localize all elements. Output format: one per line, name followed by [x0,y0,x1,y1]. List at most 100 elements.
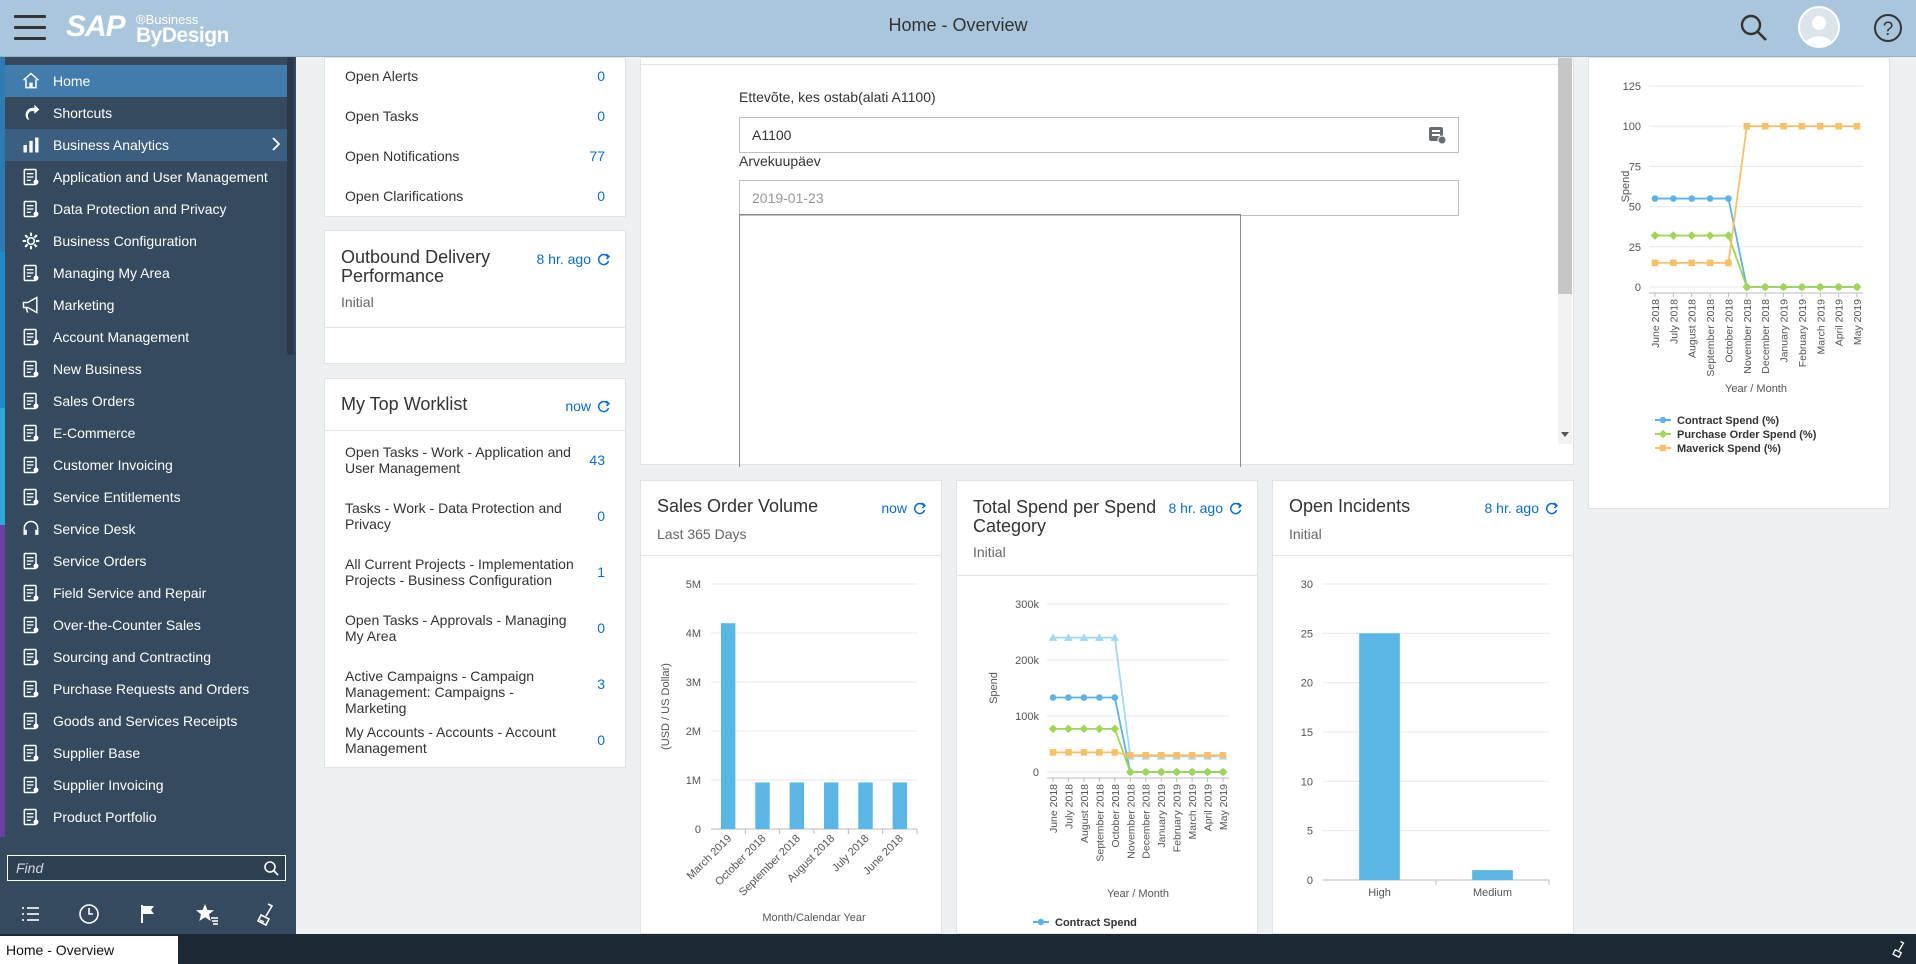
sidebar-item-customer-invoicing[interactable]: Customer Invoicing [5,449,287,481]
shell-header: SAP ®Business ByDesign Home - Overview ? [0,0,1916,57]
invoice-date-input[interactable] [739,180,1459,216]
card-timestamp[interactable]: 8 hr. ago [537,251,612,267]
legend-label: Maverick Spend (%) [1677,443,1781,455]
sidebar-item-service-orders[interactable]: Service Orders [5,545,287,577]
clock-icon[interactable] [59,893,118,934]
row-value[interactable]: 0 [597,108,605,124]
sidebar-item-shortcuts[interactable]: Shortcuts [5,97,287,129]
sidebar-item-managing-my-area[interactable]: Managing My Area [5,257,287,289]
sidebar-item-supplier-invoicing[interactable]: Supplier Invoicing [5,769,287,801]
x-tick-label: September 2018 [1094,784,1106,862]
data-point [1725,195,1732,202]
value-help-icon[interactable] [1427,125,1447,145]
x-axis-label: Month/Calendar Year [762,912,866,924]
series-line [1655,125,1857,264]
worklist-row[interactable]: Open Tasks - Work - Application and User… [345,444,605,476]
sidebar-item-application-and-user-management[interactable]: Application and User Management [5,161,287,193]
menu-icon[interactable] [14,15,46,41]
favorites-icon[interactable] [178,893,237,934]
sidebar-item-sourcing-and-contracting[interactable]: Sourcing and Contracting [5,641,287,673]
row-value[interactable]: 0 [597,68,605,84]
chevron-right-icon[interactable] [271,136,281,155]
refresh-icon[interactable] [1229,501,1243,515]
data-point [1187,767,1197,777]
scrollbar-thumb[interactable] [1558,58,1572,294]
row-value[interactable]: 0 [597,508,605,524]
scroll-down-icon[interactable] [1560,431,1570,439]
sidebar-item-label: Service Entitlements [53,489,181,505]
row-value[interactable]: 0 [597,188,605,204]
sidebar-item-data-protection-and-privacy[interactable]: Data Protection and Privacy [5,193,287,225]
card-title: Open Incidents [1289,496,1411,516]
sidebar-item-new-business[interactable]: New Business [5,353,287,385]
data-point [1173,751,1180,759]
sidebar-scrollbar[interactable] [287,57,294,355]
cleanup-icon[interactable] [237,893,296,934]
sidebar-item-purchase-requests-and-orders[interactable]: Purchase Requests and Orders [5,673,287,705]
sidebar-item-service-entitlements[interactable]: Service Entitlements [5,481,287,513]
sidebar-item-business-configuration[interactable]: Business Configuration [5,225,287,257]
worklist-row[interactable]: My Accounts - Accounts - Account Managem… [345,724,605,756]
card-timestamp[interactable]: now [565,398,611,414]
x-tick-label: August 2018 [1079,784,1091,843]
sidebar-item-supplier-base[interactable]: Supplier Base [5,737,287,769]
worklist-row[interactable]: Tasks - Work - Data Protection and Priva… [345,500,605,532]
sales-order-volume-card[interactable]: Sales Order Volume now Last 365 Days 5M 4… [640,480,942,934]
search-icon[interactable] [1736,10,1772,46]
sidebar-item-account-management[interactable]: Account Management [5,321,287,353]
open-notifications-row[interactable]: Open Notifications 77 [345,148,605,168]
refresh-icon[interactable] [597,399,611,413]
vertical-scrollbar[interactable] [1558,58,1572,444]
window-tab[interactable]: Home - Overview [0,936,178,964]
sidebar-item-over-the-counter-sales[interactable]: Over-the-Counter Sales [5,609,287,641]
sidebar-item-sales-orders[interactable]: Sales Orders [5,385,287,417]
y-tick-label: 75 [1629,161,1641,173]
y-tick-label: 3M [686,677,701,689]
sidebar-item-service-desk[interactable]: Service Desk [5,513,287,545]
help-icon[interactable]: ? [1870,10,1906,46]
data-point [1157,751,1165,759]
sidebar-item-goods-and-services-receipts[interactable]: Goods and Services Receipts [5,705,287,737]
row-value[interactable]: 0 [597,732,605,748]
sidebar-item-product-portfolio[interactable]: Product Portfolio [5,801,287,833]
data-point [1852,282,1862,292]
row-value[interactable]: 43 [589,452,605,468]
open-incidents-card[interactable]: Open Incidents 8 hr. ago Initial 30 25 20 1… [1272,480,1574,934]
row-value[interactable]: 3 [597,676,605,692]
sidebar-item-home[interactable]: Home [5,65,287,97]
refresh-icon[interactable] [913,501,927,515]
open-alerts-row[interactable]: Open Alerts 0 [345,68,605,88]
sidebar-item-field-service-and-repair[interactable]: Field Service and Repair [5,577,287,609]
list-icon[interactable] [0,893,59,934]
row-value[interactable]: 0 [597,620,605,636]
company-label: Ettevõte, kes ostab(alati A1100) [739,89,936,105]
sap-logo[interactable]: SAP ®Business ByDesign [66,10,229,47]
card-timestamp[interactable]: 8 hr. ago [1485,500,1560,516]
x-tick-label: Medium [1473,887,1512,899]
open-tasks-row[interactable]: Open Tasks 0 [345,108,605,128]
card-timestamp[interactable]: 8 hr. ago [1169,500,1244,516]
sidebar-item-business-analytics[interactable]: Business Analytics [5,129,287,161]
spend-category-card[interactable]: Total Spend per Spend Category 8 hr. ago… [956,480,1258,934]
worklist-row[interactable]: Open Tasks - Approvals - Managing My Are… [345,612,605,644]
refresh-icon[interactable] [597,252,611,266]
worklist-row[interactable]: All Current Projects - Implementation Pr… [345,556,605,588]
row-value[interactable]: 1 [597,564,605,580]
refresh-icon[interactable] [1545,501,1559,515]
search-icon[interactable] [259,858,285,878]
sidebar-item-e-commerce[interactable]: E-Commerce [5,417,287,449]
card-timestamp[interactable]: now [881,500,927,516]
supplier-invoice-icon [19,773,43,797]
flag-icon[interactable] [118,893,177,934]
cleanup-icon[interactable] [1890,940,1908,958]
worklist-row[interactable]: Active Campaigns - Campaign Management: … [345,668,605,716]
user-avatar[interactable] [1798,6,1840,48]
data-point [1658,429,1668,439]
find-input[interactable] [8,859,259,877]
sidebar-item-marketing[interactable]: Marketing [5,289,287,321]
row-value[interactable]: 77 [589,148,605,164]
find-field[interactable] [7,855,286,881]
open-clarifications-row[interactable]: Open Clarifications 0 [345,188,605,208]
company-input[interactable] [739,117,1459,153]
outbound-delivery-card[interactable]: Outbound Delivery Performance 8 hr. ago … [324,230,626,364]
